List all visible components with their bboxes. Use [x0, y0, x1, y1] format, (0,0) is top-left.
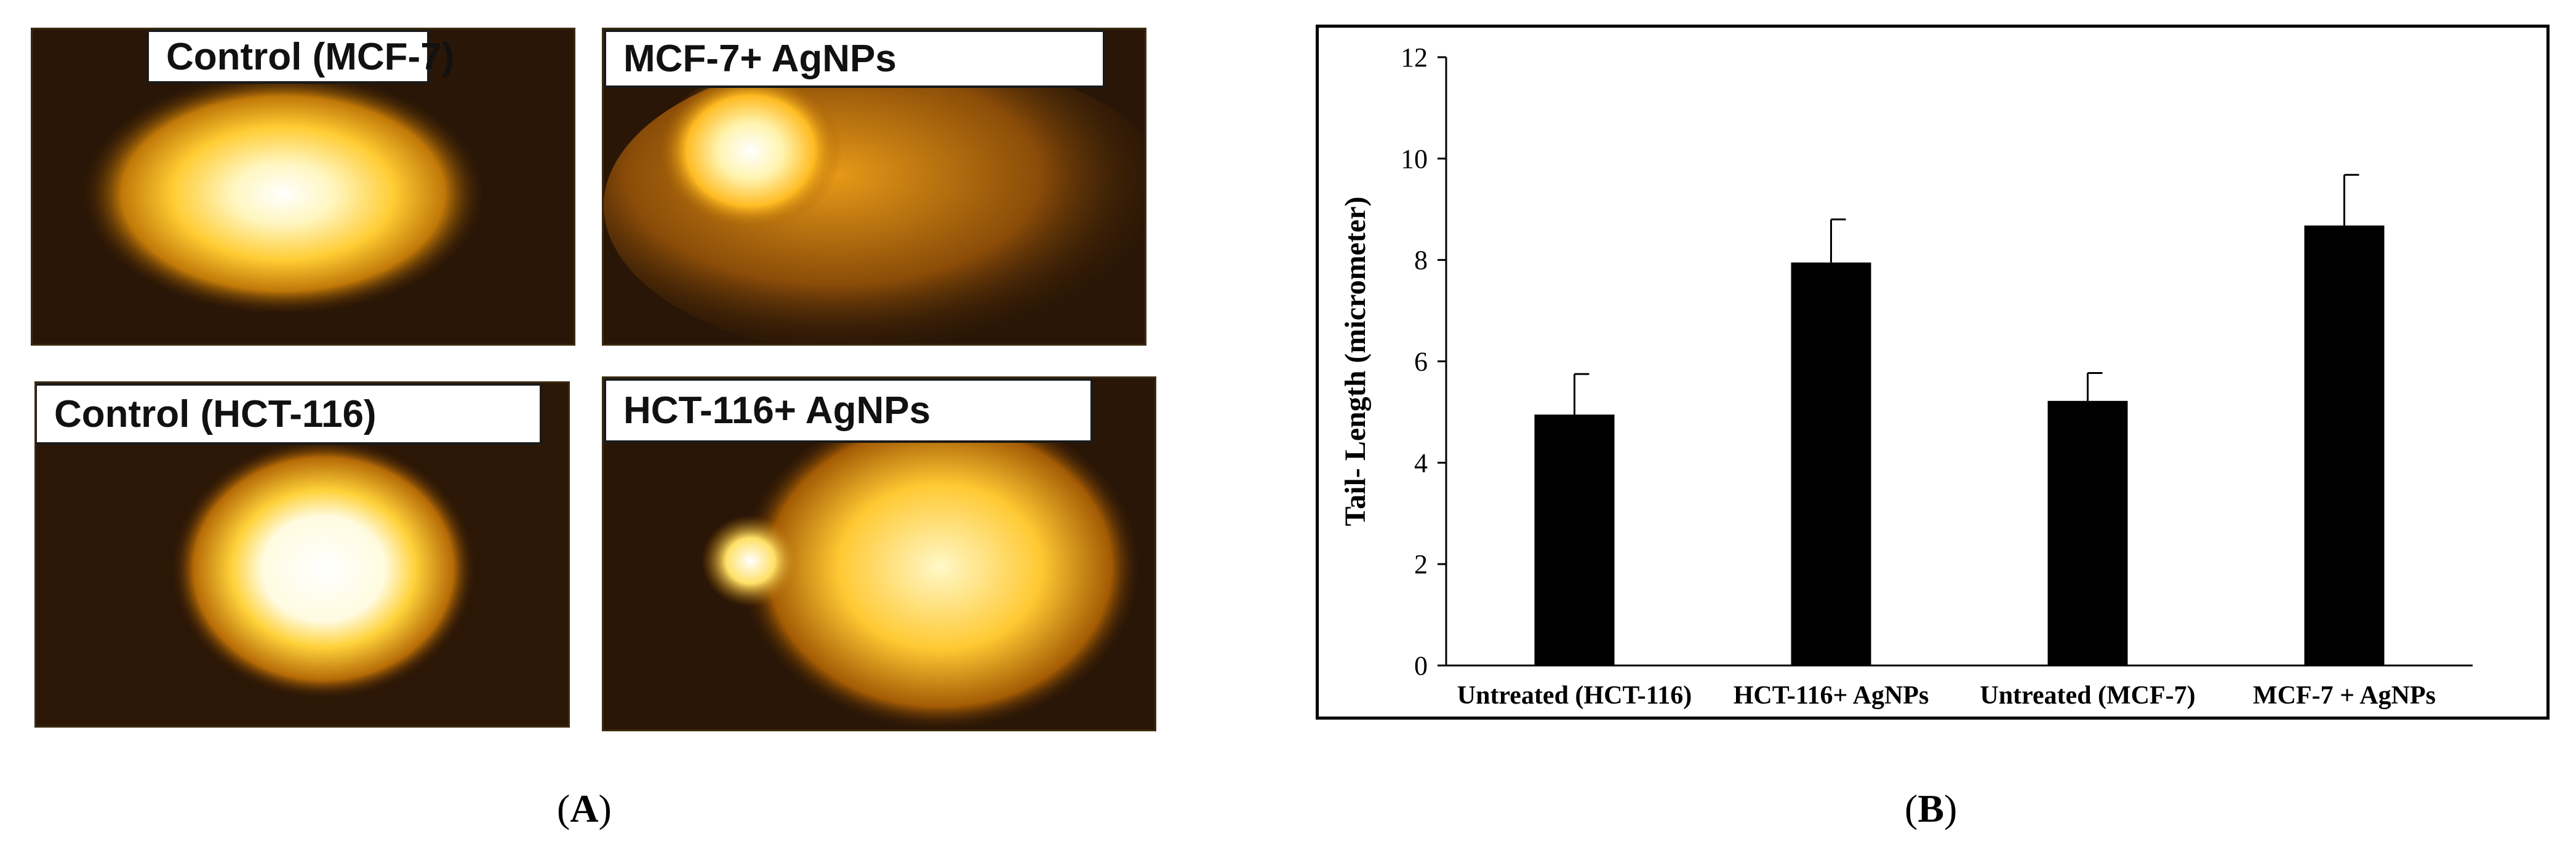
y-axis-label: Tail- Length (micrometer) [1339, 197, 1372, 526]
y-tick-label: 2 [1414, 549, 1428, 579]
micrograph-control-hct116: Control (HCT-116) [34, 381, 570, 728]
y-tick-label: 6 [1414, 347, 1428, 377]
micrograph-control-mcf7: Control (MCF-7) [31, 28, 575, 346]
y-tick-label: 12 [1401, 42, 1428, 73]
chart-frame: 0 2 4 6 8 10 12 Tail- Length (micrometer) Untrea… [1316, 25, 2550, 720]
x-tick-label: HCT-116+ AgNPs [1734, 681, 1929, 710]
y-tick-label: 10 [1401, 144, 1428, 174]
bar [2047, 400, 2128, 665]
image-label: HCT-116+ AgNPs [604, 378, 1093, 443]
bar [1534, 415, 1615, 665]
image-label: Control (HCT-116) [36, 383, 542, 445]
bar [1791, 262, 1871, 666]
panel-b-caption: (B) [1905, 787, 1958, 830]
bar-chart: 0 2 4 6 8 10 12 Tail- Length (micrometer) Untrea… [1339, 42, 2473, 710]
image-label: MCF-7+ AgNPs [604, 30, 1105, 88]
x-tick-label: Untreated (MCF-7) [1980, 681, 2195, 710]
y-tick-label: 0 [1414, 651, 1428, 681]
bar [2304, 225, 2385, 666]
x-tick-label: MCF-7 + AgNPs [2253, 681, 2436, 710]
y-tick-label: 8 [1414, 245, 1428, 276]
x-tick-label: Untreated (HCT-116) [1457, 681, 1692, 710]
micrograph-mcf7-agnps: MCF-7+ AgNPs [602, 28, 1146, 346]
y-tick-label: 4 [1414, 448, 1428, 478]
image-label: Control (MCF-7) [146, 30, 454, 84]
micrograph-hct116-agnps: HCT-116+ AgNPs [602, 376, 1156, 731]
panel-a-caption: (A) [557, 787, 612, 830]
